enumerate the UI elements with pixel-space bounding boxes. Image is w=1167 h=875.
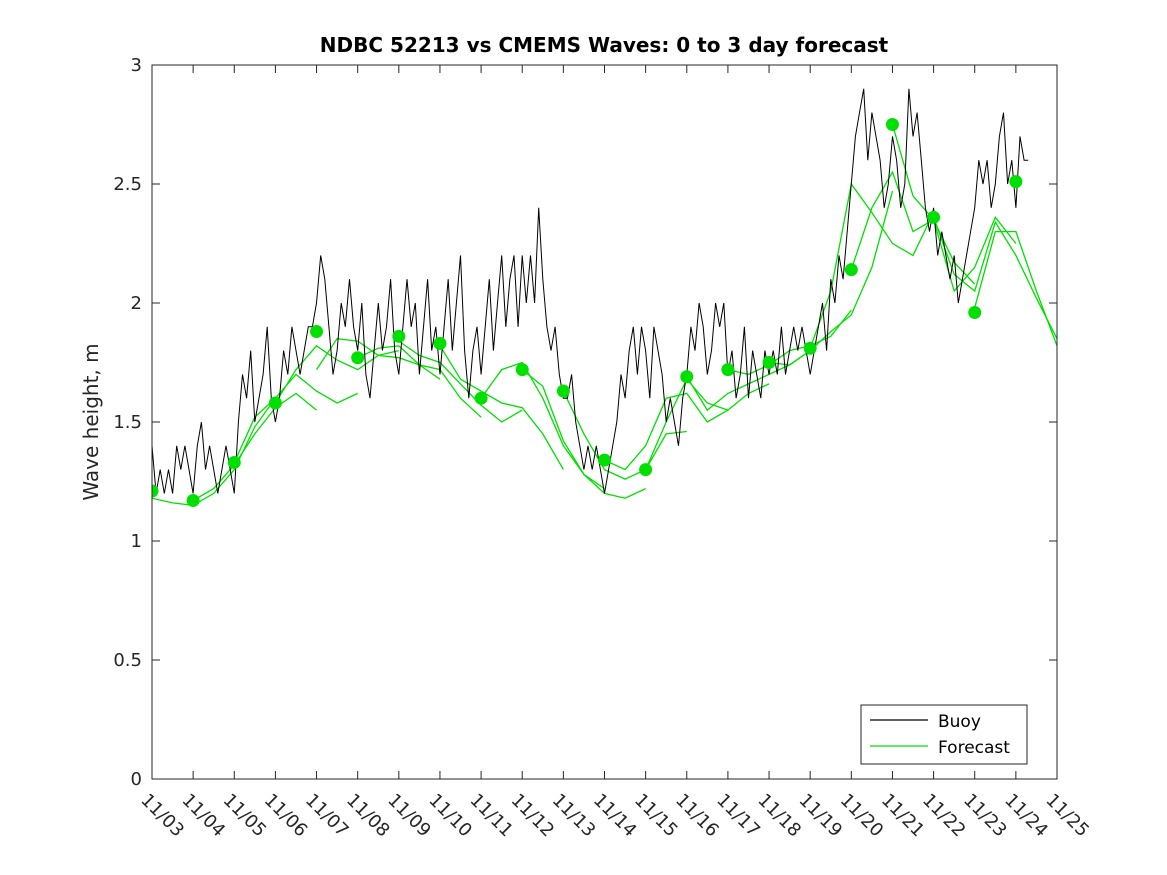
forecast-marker <box>844 263 858 277</box>
forecast-line <box>850 170 976 285</box>
forecast-line <box>439 345 564 470</box>
forecast-marker <box>474 391 488 405</box>
forecast-marker <box>268 396 282 410</box>
forecast-line <box>152 397 276 506</box>
forecast-marker <box>885 118 899 131</box>
forecast-line <box>357 345 482 418</box>
plot-area <box>152 65 1057 779</box>
y-tick-label: 2 <box>131 293 142 314</box>
forecast-marker <box>433 336 447 350</box>
forecast-marker <box>186 494 200 508</box>
chart-title: NDBC 52213 vs CMEMS Waves: 0 to 3 day fo… <box>320 33 889 57</box>
forecast-marker <box>762 356 776 369</box>
forecast-marker <box>598 453 611 467</box>
y-tick-label: 3 <box>131 55 142 76</box>
forecast-line <box>768 190 894 366</box>
legend-forecast-label: Forecast <box>938 738 1010 758</box>
y-tick-label: 0 <box>131 769 142 790</box>
forecast-marker <box>556 384 570 398</box>
forecast-marker <box>515 363 529 377</box>
forecast-line <box>809 182 935 349</box>
forecast-marker <box>721 363 735 377</box>
y-axis-label: Wave height, m <box>79 343 103 500</box>
legend-box <box>860 704 1028 765</box>
legend: Buoy Forecast <box>860 704 1028 765</box>
forecast-markers <box>152 118 1023 508</box>
buoy-line-group <box>152 88 1029 494</box>
forecast-line <box>192 392 317 502</box>
y-tick-label: 0.5 <box>113 650 142 671</box>
forecast-line <box>974 230 1057 347</box>
forecast-marker <box>392 329 406 343</box>
legend-buoy-label: Buoy <box>938 712 981 732</box>
forecast-line <box>398 340 523 423</box>
forecast-marker <box>1009 175 1023 189</box>
forecast-line <box>891 124 1017 293</box>
forecast-marker <box>680 370 694 384</box>
forecast-marker <box>152 484 159 498</box>
forecast-line <box>932 217 1057 339</box>
forecast-marker <box>351 351 365 365</box>
forecast-lines <box>152 124 1057 506</box>
forecast-marker <box>803 341 817 355</box>
plot-frame <box>151 64 1058 780</box>
y-tick-label: 1.5 <box>113 412 142 433</box>
forecast-line <box>562 390 687 480</box>
forecast-marker <box>639 463 653 477</box>
forecast-line <box>521 369 646 499</box>
y-tick-label: 1 <box>131 531 142 552</box>
forecast-marker <box>927 210 941 224</box>
forecast-marker <box>310 325 324 339</box>
forecast-line <box>604 392 729 471</box>
buoy-line <box>152 88 1029 494</box>
y-tick-label: 2.5 <box>113 174 142 195</box>
forecast-marker <box>968 306 982 320</box>
forecast-marker <box>227 455 241 469</box>
